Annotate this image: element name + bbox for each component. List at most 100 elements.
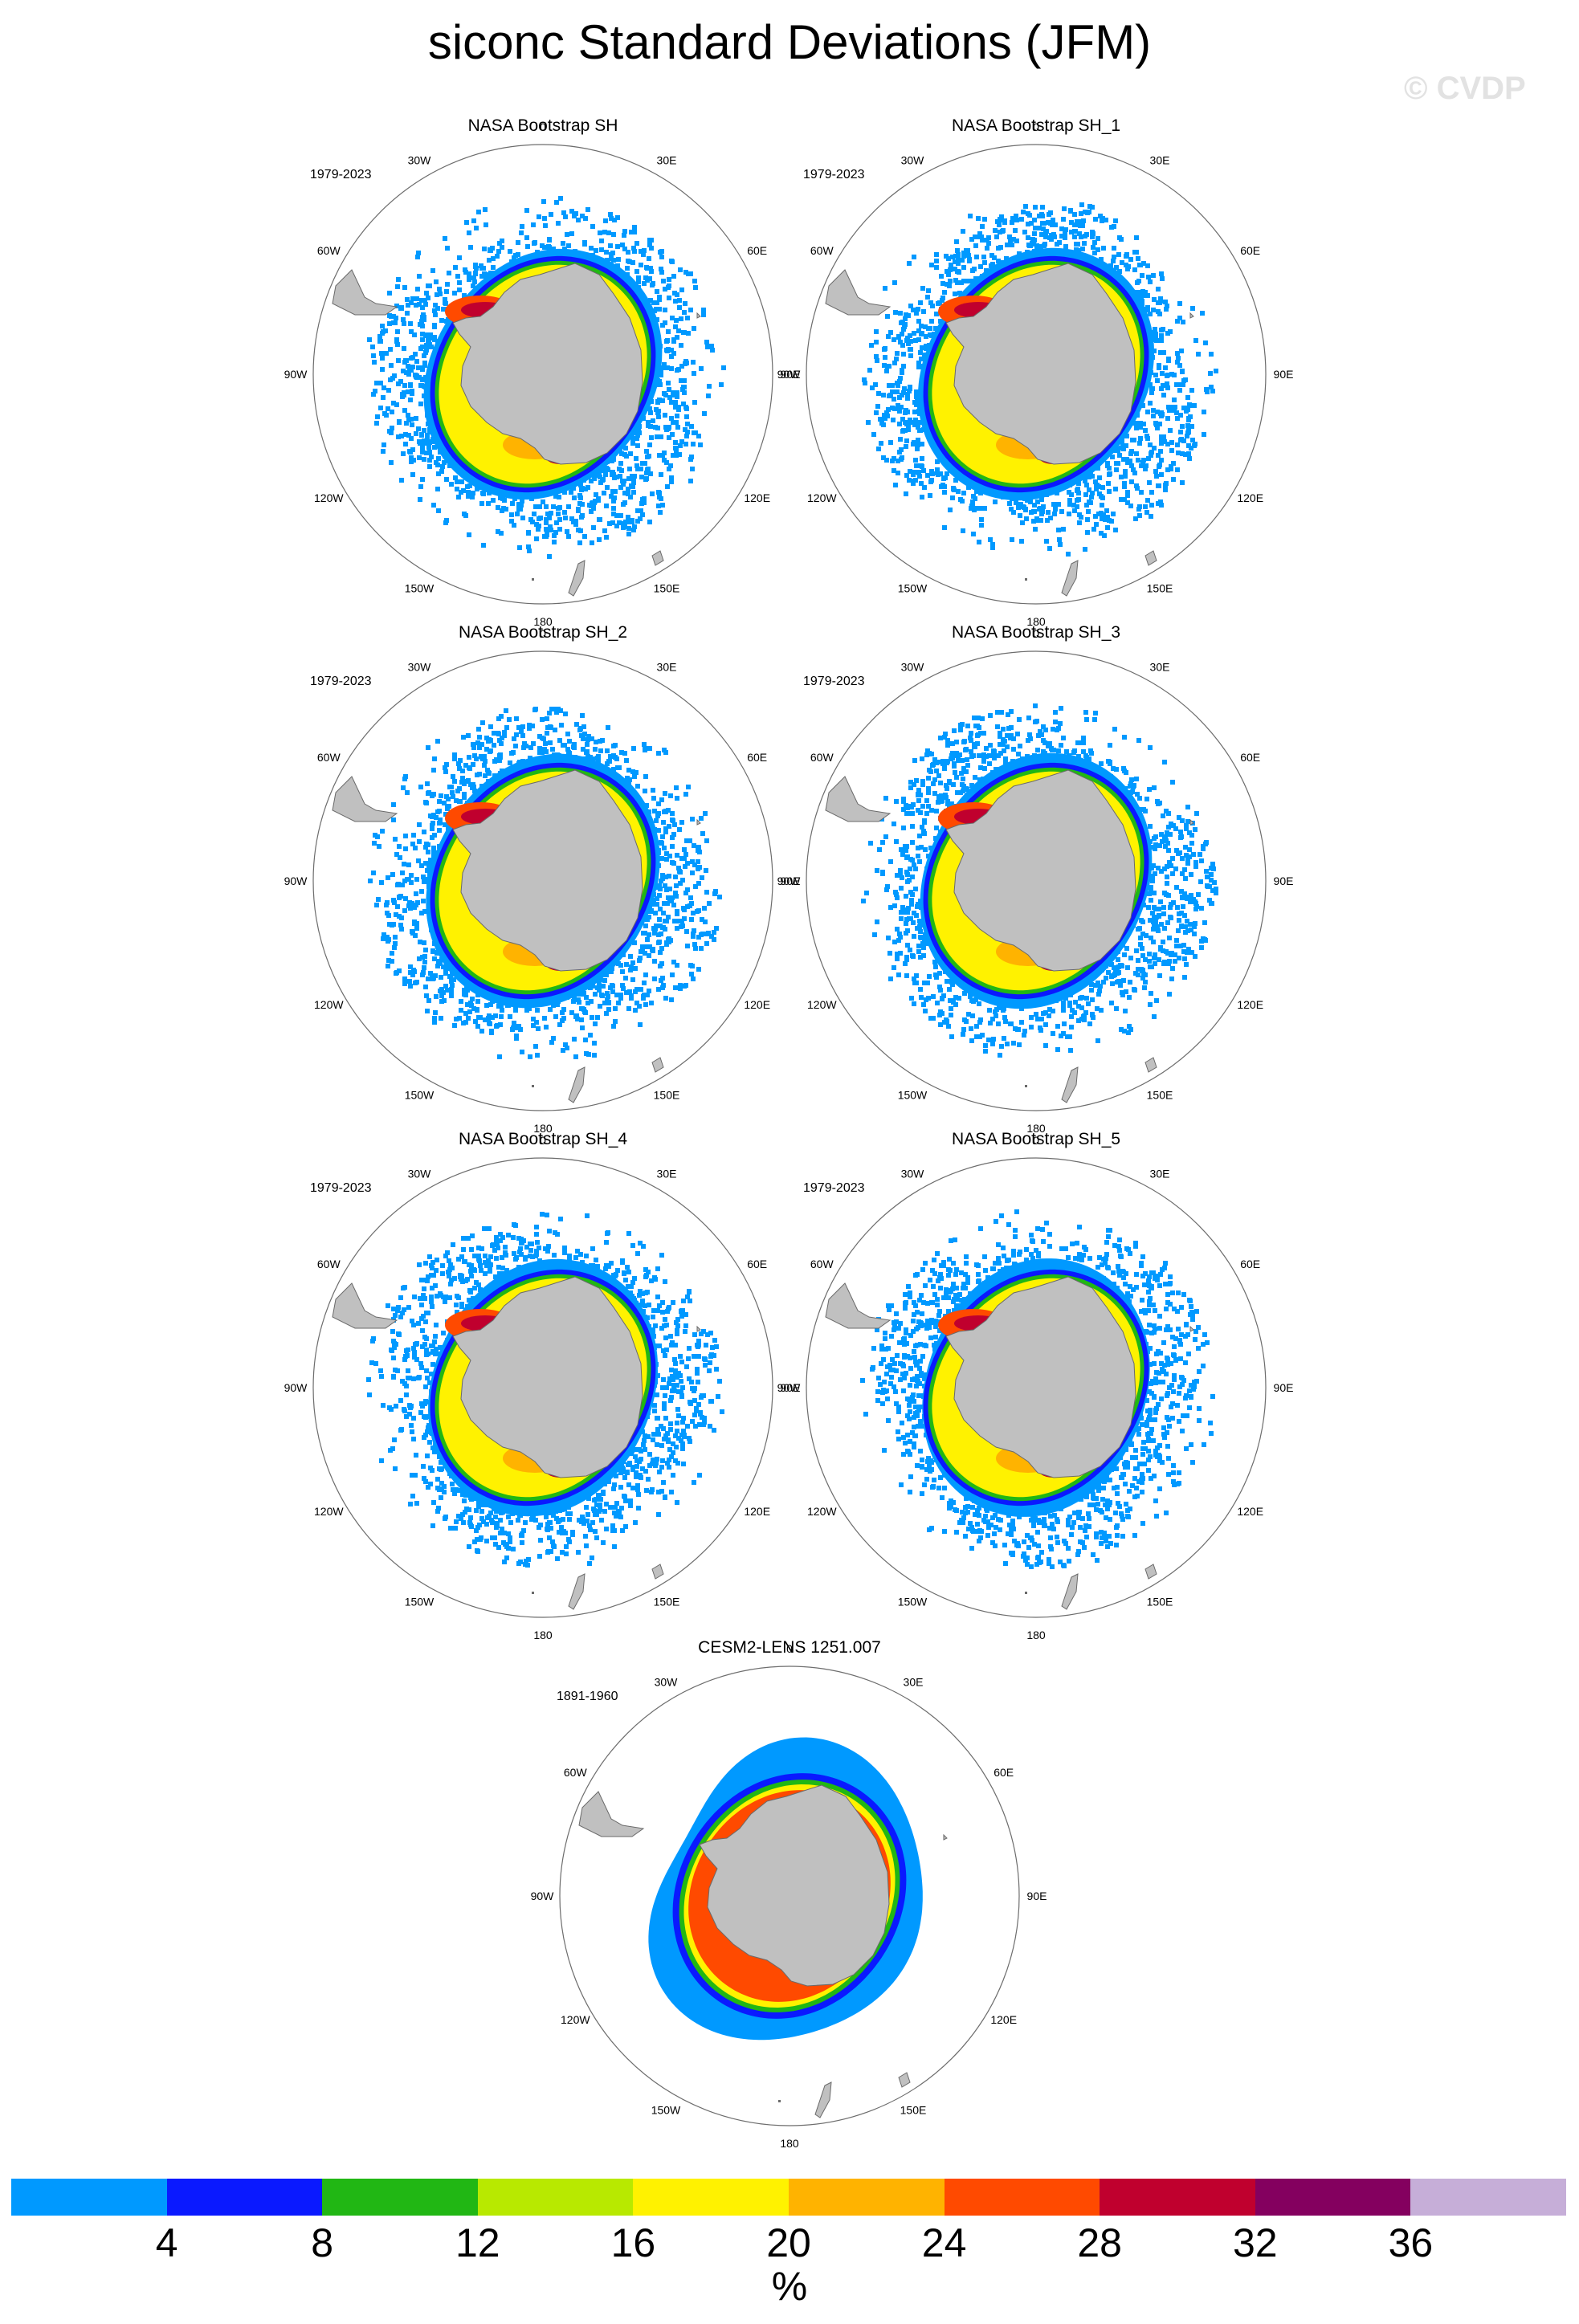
ice-pixel	[679, 924, 683, 929]
ice-pixel	[436, 959, 441, 964]
ice-pixel	[591, 525, 596, 530]
ice-pixel	[659, 856, 664, 861]
ice-pixel	[896, 403, 900, 408]
ice-pixel	[1177, 918, 1181, 923]
ice-pixel	[1164, 838, 1169, 843]
ice-pixel	[626, 491, 630, 496]
ice-pixel	[483, 1017, 488, 1022]
ice-pixel	[549, 511, 553, 516]
ice-pixel	[1171, 477, 1176, 482]
ice-pixel	[1207, 898, 1212, 903]
ice-pixel	[1139, 918, 1144, 923]
ice-pixel	[1158, 449, 1163, 454]
ice-pixel	[704, 340, 709, 345]
ice-pixel	[880, 840, 885, 845]
ice-pixel	[956, 757, 961, 762]
ice-pixel	[650, 491, 655, 496]
ice-pixel	[604, 1011, 609, 1016]
ice-pixel	[966, 1012, 971, 1017]
ice-pixel	[1124, 770, 1128, 775]
ice-pixel	[1128, 459, 1132, 463]
ice-pixel	[929, 469, 934, 474]
ice-pixel	[1099, 761, 1104, 766]
ice-pixel	[1013, 228, 1018, 233]
ice-pixel	[962, 991, 967, 996]
ice-pixel	[513, 253, 518, 258]
ice-pixel	[473, 271, 478, 275]
panel-period: 1979-2023	[310, 168, 372, 181]
ice-pixel	[940, 281, 945, 286]
ice-pixel	[548, 740, 553, 745]
ice-pixel	[423, 302, 428, 307]
ice-pixel	[999, 1044, 1004, 1049]
ice-pixel	[895, 351, 900, 356]
ice-pixel	[1193, 860, 1198, 865]
ice-pixel	[1018, 744, 1022, 748]
ice-pixel	[1185, 423, 1190, 428]
ice-pixel	[630, 518, 634, 523]
ice-pixel	[961, 251, 966, 255]
ice-pixel	[1111, 512, 1116, 516]
ice-pixel	[420, 337, 425, 342]
ice-pixel	[386, 388, 391, 393]
ice-pixel	[456, 761, 461, 766]
longitude-label: 180	[1026, 615, 1046, 628]
ice-pixel	[1002, 220, 1007, 225]
ice-pixel	[1110, 981, 1115, 986]
ice-pixel	[924, 941, 929, 946]
ice-pixel	[389, 460, 394, 465]
ice-pixel	[1126, 1030, 1131, 1035]
ice-pixel	[476, 727, 481, 732]
ice-pixel	[649, 269, 654, 274]
ice-pixel	[647, 915, 651, 919]
ice-pixel	[408, 398, 413, 402]
panel-title: NASA Bootstrap SH_1	[951, 116, 1121, 135]
ice-pixel	[628, 968, 633, 972]
ice-pixel	[1185, 895, 1190, 899]
ice-pixel	[1062, 1021, 1067, 1026]
ice-pixel	[478, 1015, 483, 1020]
ice-pixel	[677, 298, 682, 303]
ice-pixel	[1007, 234, 1012, 239]
ice-pixel	[626, 250, 630, 255]
ice-pixel	[894, 839, 899, 844]
ice-pixel	[1140, 946, 1144, 951]
ice-pixel	[693, 884, 698, 889]
ice-pixel	[990, 1017, 995, 1021]
ice-pixel	[1183, 452, 1188, 457]
ice-pixel	[958, 497, 963, 502]
ice-pixel	[936, 773, 941, 778]
ice-pixel	[874, 340, 879, 345]
ice-pixel	[552, 533, 557, 538]
ice-pixel	[893, 483, 898, 487]
ice-pixel	[690, 467, 695, 471]
ice-pixel	[602, 978, 607, 983]
ice-pixel	[637, 958, 642, 963]
ice-pixel	[606, 1007, 611, 1012]
ice-pixel	[916, 949, 921, 954]
ice-pixel	[414, 359, 419, 364]
ice-pixel	[1048, 516, 1053, 520]
ice-pixel	[952, 487, 957, 492]
ice-pixel	[1009, 1021, 1014, 1026]
ice-pixel	[875, 919, 879, 924]
map-boundary	[806, 144, 1267, 605]
ice-pixel	[961, 265, 966, 270]
ice-pixel	[377, 334, 382, 339]
ice-pixel	[422, 438, 426, 443]
ice-pixel	[905, 872, 910, 877]
ice-pixel	[552, 540, 557, 544]
ice-pixel	[622, 479, 626, 483]
ice-pixel	[961, 491, 966, 495]
ice-pixel	[1103, 517, 1108, 522]
ice-pixel	[648, 410, 653, 415]
ice-pixel	[1061, 217, 1066, 222]
ice-pixel	[582, 534, 587, 539]
ice-pixel	[1076, 221, 1081, 226]
ice-pixel	[1158, 899, 1163, 904]
ice-pixel	[391, 320, 396, 325]
ice-pixel	[1039, 232, 1044, 237]
ice-pixel	[513, 744, 518, 748]
ice-pixel	[620, 243, 625, 247]
ice-pixel	[462, 795, 467, 800]
